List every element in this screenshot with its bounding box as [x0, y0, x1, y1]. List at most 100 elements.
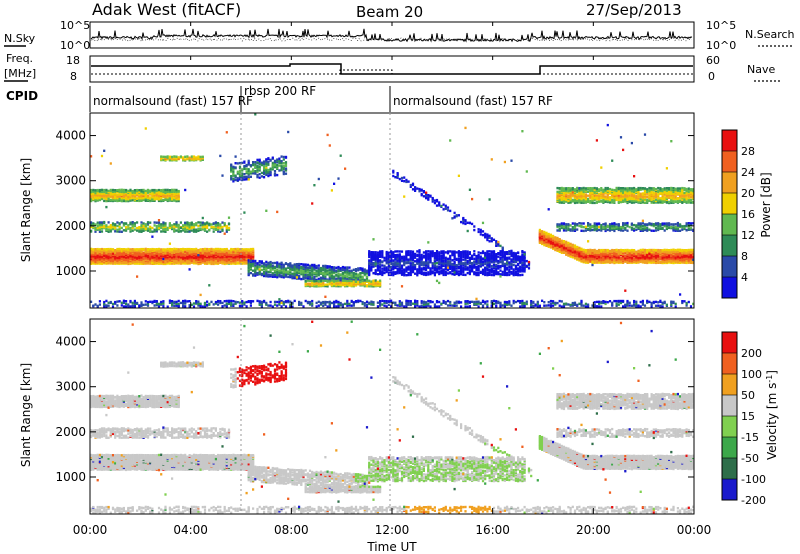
power-cell [203, 301, 207, 305]
power-cell [396, 260, 399, 264]
power-cell [129, 252, 132, 256]
power-cell [460, 261, 463, 264]
power-cell [267, 163, 270, 166]
power-cell [225, 299, 228, 303]
power-cell [311, 304, 314, 307]
power-cell [232, 174, 235, 177]
power-cell [249, 175, 252, 178]
power-cell [120, 304, 123, 307]
power-cell [381, 253, 384, 256]
power-cell [525, 302, 528, 306]
power-cell [335, 274, 338, 277]
power-cell [315, 269, 318, 273]
power-cell [173, 188, 176, 192]
power-cell [449, 262, 452, 266]
power-cell [302, 275, 305, 279]
power-cell [446, 299, 450, 303]
power-cell [234, 166, 237, 169]
power-cell [225, 131, 228, 134]
power-cell [405, 268, 408, 271]
power-cell [232, 248, 235, 251]
power-cell [249, 300, 252, 303]
power-cell [175, 155, 178, 158]
power-cell [326, 271, 329, 274]
power-cell [164, 248, 167, 251]
power-cell [379, 272, 382, 276]
power-cell [427, 241, 430, 244]
power-cell [230, 247, 233, 251]
power-cell [125, 227, 128, 231]
power-cell [201, 251, 204, 254]
power-cell [333, 268, 336, 271]
power-cell [206, 261, 209, 265]
power-cell [471, 197, 474, 201]
power-cell [190, 221, 193, 224]
power-cell [390, 261, 393, 264]
power-cell [263, 165, 266, 169]
power-cell [107, 228, 110, 231]
power-cell [90, 249, 93, 252]
power-cell [186, 247, 189, 251]
power-cell [396, 257, 399, 261]
power-cell [392, 271, 395, 274]
power-cell [107, 189, 110, 193]
power-cell [136, 221, 139, 224]
power-cell [267, 168, 270, 172]
power-cell [446, 206, 450, 209]
power-cell [405, 274, 408, 277]
power-cell [278, 298, 281, 301]
power-cell [263, 167, 266, 170]
power-cell [98, 188, 101, 192]
power-cell [460, 257, 463, 260]
power-cell [168, 222, 171, 225]
power-cell [127, 193, 130, 196]
power-cell [374, 283, 377, 286]
power-cell [234, 178, 237, 182]
power-cell [144, 247, 147, 251]
power-cell [199, 155, 202, 159]
power-cell [444, 267, 447, 271]
power-cell [484, 251, 487, 255]
power-cell [103, 300, 106, 304]
power-cell [258, 263, 261, 267]
power-cell [429, 258, 432, 261]
power-cell [357, 280, 360, 284]
power-cell [365, 275, 369, 278]
power-cell [344, 279, 347, 282]
power-cell [490, 237, 493, 240]
power-cell [300, 277, 303, 281]
power-cell [179, 155, 182, 158]
power-cell [177, 250, 180, 253]
power-cell [308, 303, 312, 306]
power-cell [177, 194, 180, 197]
power-cell [438, 253, 441, 256]
power-cell [451, 304, 454, 307]
power-cell [370, 300, 373, 303]
power-cell [265, 271, 268, 274]
power-cell [499, 244, 502, 248]
power-cell [306, 275, 309, 278]
power-cell [416, 250, 419, 253]
power-cell [475, 265, 478, 269]
power-cell [295, 273, 298, 276]
power-cell [203, 222, 207, 225]
power-cell [184, 230, 187, 233]
power-cell [370, 302, 373, 306]
power-cell [157, 247, 161, 251]
power-cell [392, 262, 395, 265]
power-cell [241, 174, 244, 177]
power-cell [238, 248, 242, 251]
power-cell [107, 304, 110, 307]
power-cell [289, 270, 292, 274]
power-cell [350, 269, 353, 272]
power-cell [276, 163, 279, 167]
power-cell [311, 276, 314, 279]
power-cell [188, 227, 191, 230]
power-cell [90, 252, 93, 255]
power-cell [405, 261, 408, 264]
power-cell [160, 197, 163, 200]
power-cell [144, 189, 147, 193]
power-cell [122, 299, 125, 302]
power-cell [442, 250, 445, 253]
power-cell [490, 158, 493, 161]
